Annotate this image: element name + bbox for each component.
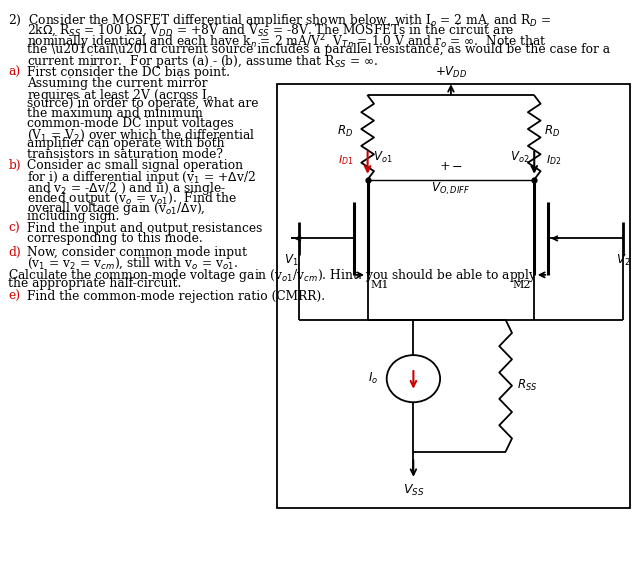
Text: nominally identical and each have k$_n$ = 2 mA/V$^2$, V$_{Tn}$ = 1.0 V and r$_o$: nominally identical and each have k$_n$ …	[27, 33, 546, 52]
Text: 2)  Consider the MOSFET differential amplifier shown below, with I$_o$ = 2 mA, a: 2) Consider the MOSFET differential ampl…	[8, 12, 552, 29]
Text: M2: M2	[513, 280, 531, 291]
Text: $R_{SS}$: $R_{SS}$	[517, 378, 537, 393]
Text: requires at least 2V (across I$_o$: requires at least 2V (across I$_o$	[27, 87, 214, 104]
Text: a): a)	[8, 66, 20, 79]
Text: including sign.: including sign.	[27, 210, 119, 223]
Text: $V_{o1}$: $V_{o1}$	[373, 150, 392, 165]
Text: $+V_{DD}$: $+V_{DD}$	[435, 65, 467, 80]
Text: overall voltage gain (v$_{o1}$/$\Delta$v),: overall voltage gain (v$_{o1}$/$\Delta$v…	[27, 200, 205, 217]
Text: Find the input and output resistances: Find the input and output resistances	[27, 222, 262, 235]
Text: Now, consider common mode input: Now, consider common mode input	[27, 246, 247, 259]
Text: b): b)	[8, 159, 21, 172]
Text: −: −	[452, 161, 462, 174]
Text: $V_{o2}$: $V_{o2}$	[509, 150, 529, 165]
Text: ended output (v$_o$ = v$_{o1}$).  Find the: ended output (v$_o$ = v$_{o1}$). Find th…	[27, 190, 237, 206]
Text: the \u201ctail\u201d current source includes a parallel resistance, as would be : the \u201ctail\u201d current source incl…	[27, 43, 610, 56]
Text: source) in order to operate, what are: source) in order to operate, what are	[27, 97, 258, 110]
Text: common-mode DC input voltages: common-mode DC input voltages	[27, 117, 233, 130]
Text: First consider the DC bias point.: First consider the DC bias point.	[27, 66, 230, 79]
Text: and v$_2$ = -$\Delta$v/2 ) and ii) a single-: and v$_2$ = -$\Delta$v/2 ) and ii) a sin…	[27, 180, 226, 196]
Text: c): c)	[8, 222, 20, 235]
Text: d): d)	[8, 246, 21, 259]
Text: transistors in saturation mode?: transistors in saturation mode?	[27, 148, 223, 160]
Text: Assuming the current mirror: Assuming the current mirror	[27, 77, 207, 90]
Text: Consider ac small signal operation: Consider ac small signal operation	[27, 159, 243, 172]
Text: $R_D$: $R_D$	[338, 125, 354, 139]
Bar	[277, 84, 630, 508]
Text: (V$_1$ = V$_2$) over which the differential: (V$_1$ = V$_2$) over which the different…	[27, 127, 254, 142]
Text: $V_{SS}$: $V_{SS}$	[403, 482, 424, 498]
Text: the maximum and minimum: the maximum and minimum	[27, 107, 203, 120]
Text: amplifier can operate with both: amplifier can operate with both	[27, 137, 225, 150]
Text: 2k$\Omega$, R$_{SS}$ = 100 k$\Omega$, V$_{DD}$ = +8V and V$_{SS}$ = -8V. The MOS: 2k$\Omega$, R$_{SS}$ = 100 k$\Omega$, V$…	[27, 22, 515, 38]
Text: $R_D$: $R_D$	[544, 125, 560, 139]
Text: $I_{D1}$: $I_{D1}$	[338, 153, 354, 167]
Text: the appropriate half-circuit.: the appropriate half-circuit.	[8, 277, 182, 290]
Text: current mirror.  For parts (a) - (b), assume that R$_{SS}$ = $\infty$.: current mirror. For parts (a) - (b), ass…	[27, 53, 378, 70]
Text: $V_1$: $V_1$	[284, 252, 298, 268]
Text: Calculate the common-mode voltage gain (v$_{o1}$/v$_{cm}$). Hint: you should be : Calculate the common-mode voltage gain (…	[8, 267, 538, 284]
Text: (v$_1$ = v$_2$ = v$_{cm}$), still with v$_o$ = v$_{o1}$.: (v$_1$ = v$_2$ = v$_{cm}$), still with v…	[27, 256, 238, 272]
Text: $I_o$: $I_o$	[368, 371, 378, 386]
Text: $V_{O,DIFF}$: $V_{O,DIFF}$	[431, 181, 471, 197]
Text: M1: M1	[371, 280, 389, 291]
Text: +: +	[439, 160, 450, 173]
Text: e): e)	[8, 290, 20, 303]
Text: $V_2$: $V_2$	[616, 252, 630, 268]
Text: for i) a differential input (v$_1$ = +$\Delta$v/2: for i) a differential input (v$_1$ = +$\…	[27, 169, 256, 186]
Text: corresponding to this mode.: corresponding to this mode.	[27, 232, 202, 245]
Text: Find the common-mode rejection ratio (CMRR).: Find the common-mode rejection ratio (CM…	[27, 290, 325, 303]
Text: $I_{D2}$: $I_{D2}$	[546, 153, 561, 167]
